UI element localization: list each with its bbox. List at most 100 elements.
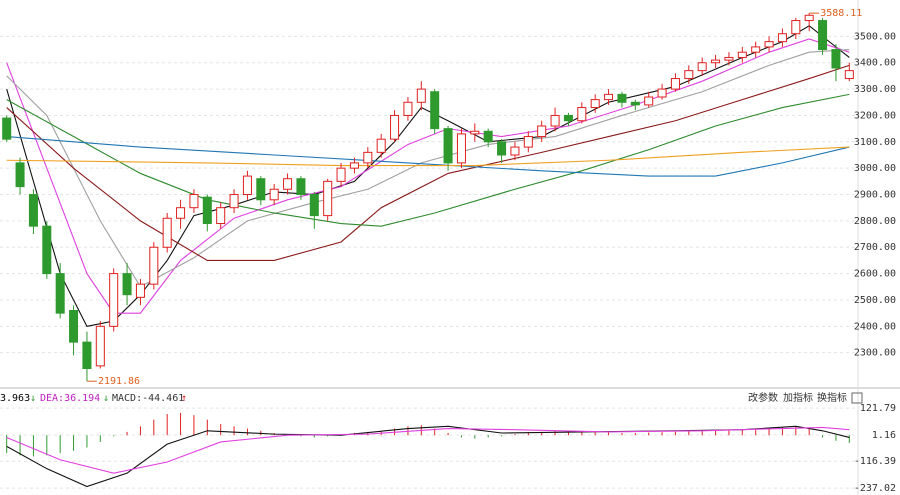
toolbar-button[interactable]: 换指标 xyxy=(817,391,847,404)
candle-body xyxy=(28,194,38,227)
candle-body xyxy=(590,99,600,109)
y-tick-label: 2300.00 xyxy=(854,348,896,359)
indicator-line xyxy=(6,25,850,327)
candle-body xyxy=(390,114,400,140)
candle-body xyxy=(135,283,145,298)
macd-value: MACD:-44.461 xyxy=(112,393,184,404)
y-tick-label: 3400.00 xyxy=(854,58,896,69)
candle-body xyxy=(242,175,252,196)
annotation-label: 3588.11 xyxy=(820,8,862,19)
y-tick-label: 3100.00 xyxy=(854,137,896,148)
dif-value: 3.963 xyxy=(0,393,30,404)
candle-body xyxy=(831,49,841,69)
candle-body xyxy=(336,167,346,182)
candle-body xyxy=(470,130,480,135)
y-tick-label: 2800.00 xyxy=(854,216,896,227)
dea-value: DEA:36.194 xyxy=(40,393,100,404)
candle-body xyxy=(430,91,440,130)
candle-body xyxy=(216,207,226,225)
toolbar-button[interactable]: 加指标 xyxy=(783,391,813,404)
candle-body xyxy=(202,196,212,225)
candle-body xyxy=(456,133,466,164)
candle-body xyxy=(189,194,199,209)
candle-body xyxy=(283,178,293,190)
candle-body xyxy=(617,93,627,103)
candle-body xyxy=(269,188,279,201)
indicator-line xyxy=(6,146,850,167)
candle-body xyxy=(537,125,547,138)
candle-body xyxy=(109,273,119,327)
y-tick-label: 2600.00 xyxy=(854,269,896,280)
indicator-line xyxy=(6,426,850,474)
indicator-line xyxy=(6,64,850,261)
arrow: ↓ xyxy=(30,393,36,404)
y-tick-label: 1.16 xyxy=(872,430,896,441)
candle-body xyxy=(657,88,667,98)
annotation-label: 2191.86 xyxy=(98,376,140,387)
candle-body xyxy=(69,310,79,343)
arrow: ↓ xyxy=(103,393,109,404)
candle-body xyxy=(751,46,761,53)
y-tick-label: 2500.00 xyxy=(854,295,896,306)
indicator-line xyxy=(6,93,850,227)
candle-body xyxy=(670,78,680,90)
macd-header: 3.963 ↓ DEA:36.194 ↓ MACD:-44.461 ↑ 改参数 … xyxy=(0,391,863,404)
candle-body xyxy=(376,138,386,153)
indicator-line xyxy=(6,38,850,314)
candle-body xyxy=(630,101,640,106)
candle-body xyxy=(82,341,92,369)
candle-body xyxy=(563,114,573,122)
candle-body xyxy=(818,20,828,51)
y-tick-label: 3300.00 xyxy=(854,84,896,95)
candle-body xyxy=(577,107,587,122)
candle-body xyxy=(149,246,159,285)
arrow: ↑ xyxy=(181,393,187,404)
y-tick-label: -237.02 xyxy=(854,483,896,494)
candle-body xyxy=(724,56,734,61)
y-tick-label: 121.79 xyxy=(860,403,896,414)
candle-body xyxy=(737,51,747,58)
indicator-line xyxy=(6,49,850,288)
candle-body xyxy=(15,162,25,188)
candle-body xyxy=(176,207,186,219)
candle-body xyxy=(497,141,507,156)
candle-body xyxy=(55,273,65,314)
candle-body xyxy=(844,70,854,80)
candle-body xyxy=(711,59,721,64)
candle-body xyxy=(483,130,493,143)
candle-body xyxy=(443,128,453,164)
candle-body xyxy=(229,194,239,209)
candle-body xyxy=(644,96,654,106)
candle-body xyxy=(42,225,52,275)
y-tick-label: -116.39 xyxy=(854,456,896,467)
candle-body xyxy=(684,70,694,80)
candle-body xyxy=(510,146,520,156)
candle-body xyxy=(349,162,359,169)
candle-body xyxy=(309,194,319,217)
candle-body xyxy=(256,178,266,201)
candle-body xyxy=(777,33,787,43)
candle-body xyxy=(403,101,413,116)
indicator-line xyxy=(6,135,850,177)
candle-body xyxy=(122,273,132,296)
candle-body xyxy=(162,217,172,248)
y-tick-label: 3000.00 xyxy=(854,163,896,174)
candle-body xyxy=(697,62,707,72)
indicator-line xyxy=(6,425,850,488)
candle-body xyxy=(95,325,105,367)
y-tick-label: 3200.00 xyxy=(854,110,896,121)
candle-body xyxy=(550,114,560,127)
y-tick-label: 2400.00 xyxy=(854,321,896,332)
candle-body xyxy=(296,178,306,196)
candle-body xyxy=(804,14,814,22)
close-button[interactable] xyxy=(851,392,863,404)
y-tick-label: 3500.00 xyxy=(854,31,896,42)
candle-body xyxy=(604,93,614,101)
candle-body xyxy=(323,180,333,217)
candle-body xyxy=(764,41,774,48)
candle-body xyxy=(363,151,373,164)
y-tick-label: 2900.00 xyxy=(854,190,896,201)
toolbar-button[interactable]: 改参数 xyxy=(748,391,778,404)
candle-body xyxy=(416,88,426,103)
